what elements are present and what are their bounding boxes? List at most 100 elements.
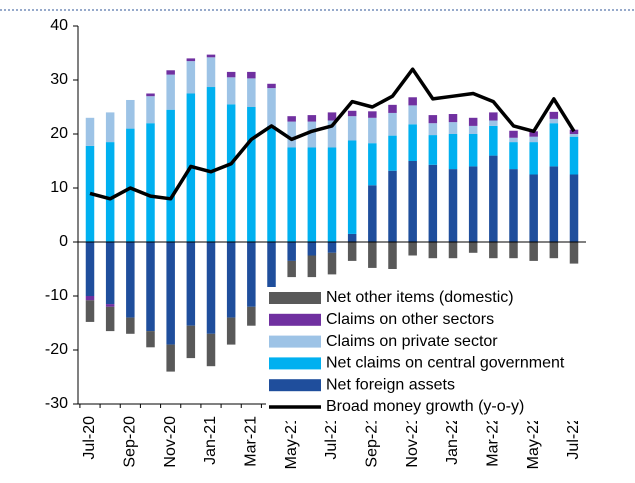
x-tick-label: May-21 <box>283 416 300 469</box>
bar-segment <box>226 317 236 345</box>
bar-segment <box>226 242 236 318</box>
bar-segment <box>388 112 397 136</box>
bar-segment <box>287 260 296 278</box>
bar-segment <box>307 242 317 256</box>
bar-segment <box>146 331 155 348</box>
bar-segment <box>347 140 357 234</box>
bar-segment <box>509 242 518 259</box>
bar-segment <box>126 99 135 129</box>
bar-segment <box>166 74 175 110</box>
bar-segment <box>247 71 256 79</box>
x-tick-label: Jul-22 <box>565 416 582 460</box>
bar-segment <box>509 169 518 242</box>
bar-segment <box>468 117 478 126</box>
legend-label: Net other items (domestic) <box>326 289 514 306</box>
bar-segment <box>468 134 478 167</box>
bar-segment <box>307 255 317 278</box>
y-tick-label: -10 <box>45 287 68 304</box>
bar-segment <box>226 71 236 78</box>
bar-segment <box>166 242 175 345</box>
bar-segment <box>206 242 216 334</box>
bar-segment <box>529 142 538 175</box>
bar-segment <box>509 142 518 170</box>
bar-segment <box>368 143 377 186</box>
bar-segment <box>85 300 95 322</box>
legend-label: Net claims on central government <box>326 355 565 372</box>
bar-segment <box>448 242 458 259</box>
bar-segment <box>448 169 458 242</box>
bar-segment <box>287 147 296 242</box>
bar-segment <box>448 114 458 123</box>
bar-segment <box>549 111 559 119</box>
x-tick-label: Nov-21 <box>404 416 421 468</box>
y-tick-label: 20 <box>50 125 68 142</box>
bar-segment <box>489 155 498 242</box>
bar-segment <box>126 242 135 318</box>
bar-segment <box>105 304 115 307</box>
x-tick-label: Jul-21 <box>323 416 340 460</box>
bar-segment <box>186 58 196 62</box>
bar-segment <box>428 135 438 165</box>
bar-segment <box>105 112 115 143</box>
bar-segment <box>85 117 95 146</box>
bar-segment <box>408 161 417 242</box>
bar-segment <box>569 242 579 264</box>
bar-segment <box>509 137 518 143</box>
bar-segment <box>368 185 377 242</box>
bar-segment <box>468 166 478 242</box>
bar-segment <box>307 121 317 148</box>
bar-segment <box>408 124 417 161</box>
bar-segment <box>388 170 397 242</box>
legend-swatch <box>269 379 321 392</box>
bar-segment <box>166 70 175 75</box>
bar-segment <box>206 54 216 58</box>
bar-segment <box>327 112 337 121</box>
bar-segment <box>549 166 559 242</box>
bar-segment <box>206 87 216 243</box>
bar-segment <box>287 116 296 122</box>
bar-segment <box>267 125 276 242</box>
x-tick-label: Mar-21 <box>243 416 260 467</box>
bar-segment <box>85 296 95 301</box>
y-tick-label: -30 <box>45 395 68 412</box>
bar-segment <box>146 242 155 332</box>
bar-segment <box>347 110 357 117</box>
bar-segment <box>428 115 438 124</box>
legend-swatch <box>269 313 321 326</box>
bar-segment <box>105 242 115 305</box>
bar-segment <box>347 116 357 141</box>
x-tick-label: Jan-22 <box>444 416 461 465</box>
bar-segment <box>388 135 397 171</box>
bar-segment <box>105 306 115 332</box>
bar-segment <box>287 242 296 261</box>
bar-segment <box>327 120 337 148</box>
x-tick-label: Mar-22 <box>485 416 502 467</box>
bar-segment <box>408 242 417 256</box>
legend-label: Net foreign assets <box>326 376 455 393</box>
bar-segment <box>327 252 337 275</box>
bar-segment <box>105 142 115 242</box>
bar-segment <box>247 78 256 107</box>
bar-segment <box>388 242 397 269</box>
bar-segment <box>569 136 579 175</box>
legend-label: Broad money growth (y-o-y) <box>326 398 524 415</box>
bar-segment <box>307 115 317 122</box>
legend-box <box>266 287 635 421</box>
bar-segment <box>247 107 256 242</box>
bar-segment <box>388 104 397 113</box>
bar-segment <box>468 125 478 134</box>
bar-segment <box>408 105 417 125</box>
bar-segment <box>549 118 559 124</box>
bar-segment <box>85 242 95 296</box>
bar-segment <box>186 325 196 359</box>
legend-swatch <box>269 357 321 370</box>
bar-segment <box>489 125 498 156</box>
bar-segment <box>307 147 317 242</box>
x-tick-label: Sep-21 <box>364 416 381 468</box>
bar-segment <box>327 147 337 242</box>
bar-segment <box>146 123 155 242</box>
bar-segment <box>226 104 236 242</box>
bar-segment <box>247 306 256 326</box>
bar-segment <box>569 134 579 137</box>
